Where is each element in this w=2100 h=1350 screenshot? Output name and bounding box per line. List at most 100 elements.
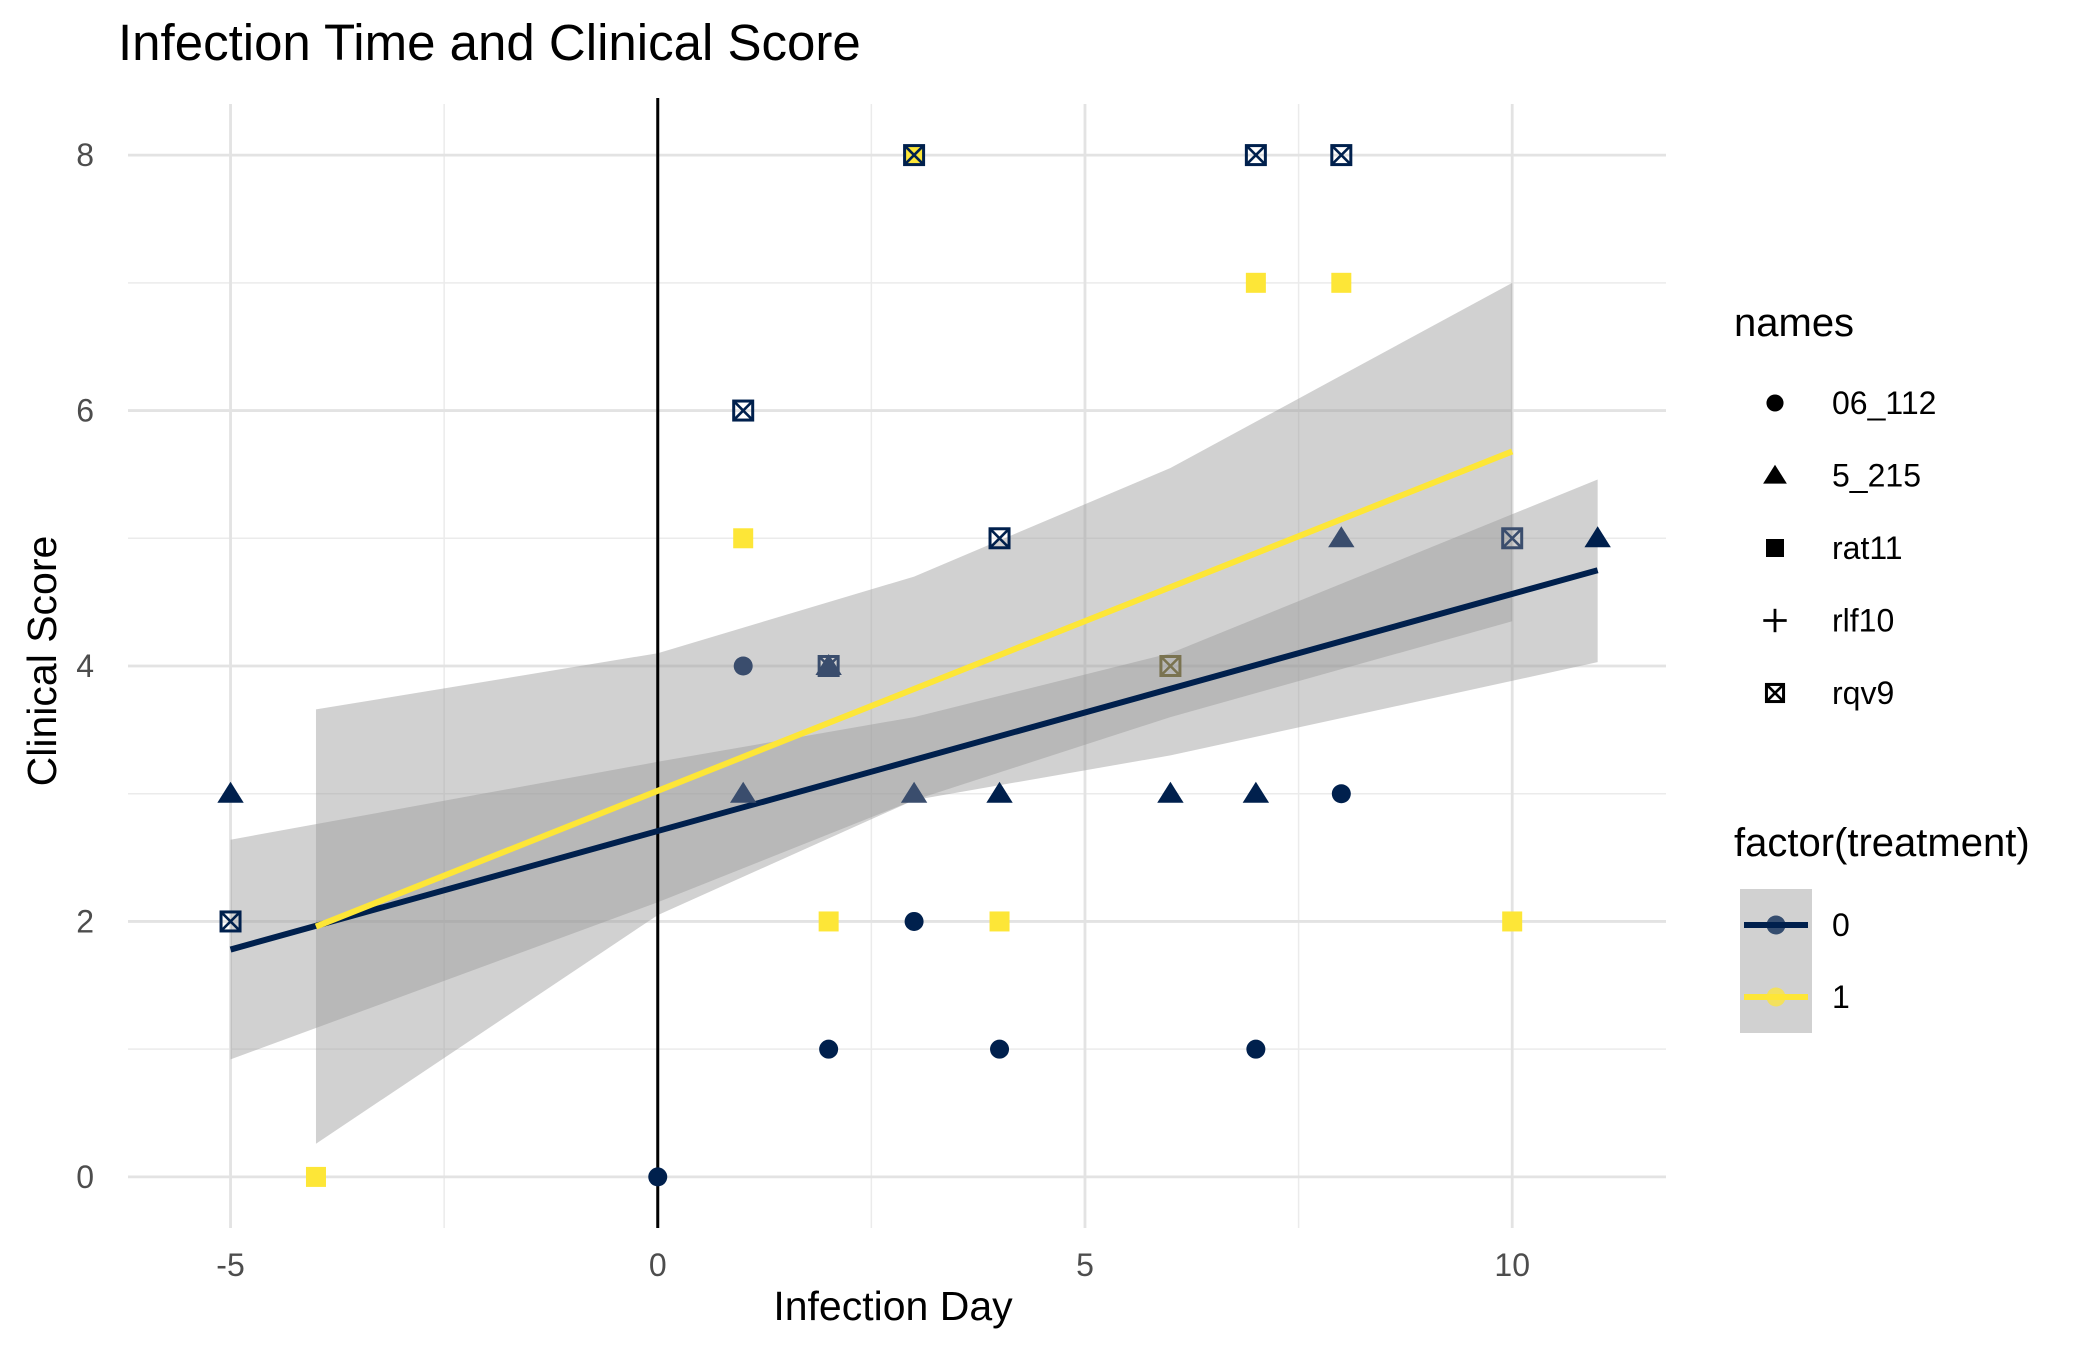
legend-label-treatment: 1 xyxy=(1832,979,1850,1015)
legend-names-title: names xyxy=(1734,301,1854,345)
point-x-2 xyxy=(732,400,754,421)
x-axis-title: Infection Day xyxy=(773,1283,1013,1329)
point-x-2 xyxy=(818,655,840,677)
point-triangle xyxy=(1763,464,1787,484)
legend-key-plus xyxy=(1763,608,1787,633)
data-point-square xyxy=(1245,272,1266,293)
data-point-circle xyxy=(1246,1039,1266,1059)
point-circle xyxy=(990,1039,1010,1059)
regression-line-0 xyxy=(229,567,1599,953)
axis-ticks: -5 0 5 10 0 2 4 6 8 xyxy=(76,137,1530,1283)
legend-names-items: 06_112 5_215 rat11 rlf10 rqv9 xyxy=(1763,385,1936,711)
data-points xyxy=(217,144,1611,1187)
data-point-square xyxy=(733,528,754,549)
point-circle xyxy=(1331,784,1351,804)
x-tick-label: 0 xyxy=(649,1247,667,1283)
point-circle xyxy=(648,1167,668,1187)
point-box xyxy=(1330,144,1353,167)
data-point-circle xyxy=(733,656,753,676)
point-circle xyxy=(733,656,753,676)
data-point-square xyxy=(1502,911,1523,932)
point-box xyxy=(1764,682,1786,704)
point-triangle xyxy=(1584,526,1611,548)
legend-key-point xyxy=(1766,915,1786,935)
legend-label-names: rqv9 xyxy=(1832,675,1894,711)
data-point-circle xyxy=(648,1167,668,1187)
point-triangle xyxy=(1242,781,1270,803)
point-box xyxy=(988,527,1011,550)
point-square xyxy=(733,528,754,549)
y-tick-label: 2 xyxy=(76,903,94,939)
data-point-boxed-x xyxy=(1330,144,1353,167)
x-tick-label: 5 xyxy=(1076,1247,1094,1283)
point-x-2 xyxy=(1245,144,1267,166)
point-box xyxy=(219,910,242,933)
data-point-circle xyxy=(990,1039,1010,1059)
data-point-boxed-x xyxy=(732,399,755,422)
point-triangle xyxy=(1157,781,1184,803)
legend-treatment-items: 01 xyxy=(1740,889,1850,1033)
point-triangle xyxy=(217,781,244,803)
data-point-circle xyxy=(904,911,924,931)
point-x-2 xyxy=(220,911,241,932)
point-square xyxy=(1502,911,1523,932)
point-square xyxy=(1245,272,1266,293)
data-point-triangle xyxy=(986,781,1013,803)
data-point-boxed-x xyxy=(219,910,242,933)
x-tick-label: -5 xyxy=(216,1247,244,1283)
data-point-square xyxy=(818,911,839,932)
point-box xyxy=(903,144,926,167)
point-square xyxy=(1766,539,1784,557)
y-tick-label: 0 xyxy=(76,1159,94,1195)
legend-label-names: rlf10 xyxy=(1832,603,1894,639)
legend-key-triangle xyxy=(1763,464,1787,484)
confidence-ribbon-1 xyxy=(315,282,1513,1144)
point-square xyxy=(818,911,839,932)
chart-title: Infection Time and Clinical Score xyxy=(118,14,861,71)
point-circle xyxy=(1766,394,1784,412)
data-point-triangle xyxy=(1584,526,1611,548)
point-box xyxy=(732,399,755,422)
data-point-circle xyxy=(819,1039,839,1059)
data-point-square xyxy=(1331,272,1352,293)
point-circle xyxy=(904,911,924,931)
point-x-2 xyxy=(1160,655,1181,677)
legend-key-boxed-x xyxy=(1764,682,1786,704)
legend-label-treatment: 0 xyxy=(1832,907,1850,943)
legend-key-point xyxy=(1766,987,1786,1007)
confidence-ribbon-0 xyxy=(230,479,1598,1060)
point-box xyxy=(1501,527,1524,550)
legend-names: names 06_112 5_215 rat11 rlf10 rqv9 xyxy=(1734,301,1936,711)
regression-lines xyxy=(229,448,1599,953)
data-point-boxed-x xyxy=(1159,655,1182,677)
data-point-square xyxy=(305,1166,326,1187)
data-point-square xyxy=(989,911,1010,932)
y-tick-label: 8 xyxy=(76,137,94,173)
point-circle xyxy=(819,1039,839,1059)
point-box xyxy=(1159,655,1182,677)
data-point-boxed-x xyxy=(1501,527,1524,550)
data-point-triangle xyxy=(1328,526,1355,548)
y-axis-title: Clinical Score xyxy=(19,536,65,787)
point-triangle xyxy=(986,781,1013,803)
legend-label-names: 06_112 xyxy=(1832,385,1936,421)
point-triangle xyxy=(730,781,757,803)
legend-key-square xyxy=(1766,539,1784,557)
data-point-boxed-x xyxy=(817,655,840,677)
regression-line-1 xyxy=(314,448,1514,930)
data-point-boxed-x xyxy=(1244,144,1267,167)
point-triangle xyxy=(1328,526,1355,548)
data-point-boxed-x xyxy=(903,144,926,167)
point-x-2 xyxy=(1330,144,1352,166)
legend-label-names: rat11 xyxy=(1832,530,1903,566)
data-point-circle xyxy=(1331,784,1351,804)
point-circle xyxy=(1246,1039,1266,1059)
point-square xyxy=(989,911,1010,932)
legend-label-names: 5_215 xyxy=(1832,458,1921,494)
legend-treatment: factor(treatment) 01 xyxy=(1734,821,2030,1033)
data-point-triangle xyxy=(730,781,757,803)
y-tick-label: 4 xyxy=(76,648,94,684)
point-x-2 xyxy=(989,527,1010,549)
